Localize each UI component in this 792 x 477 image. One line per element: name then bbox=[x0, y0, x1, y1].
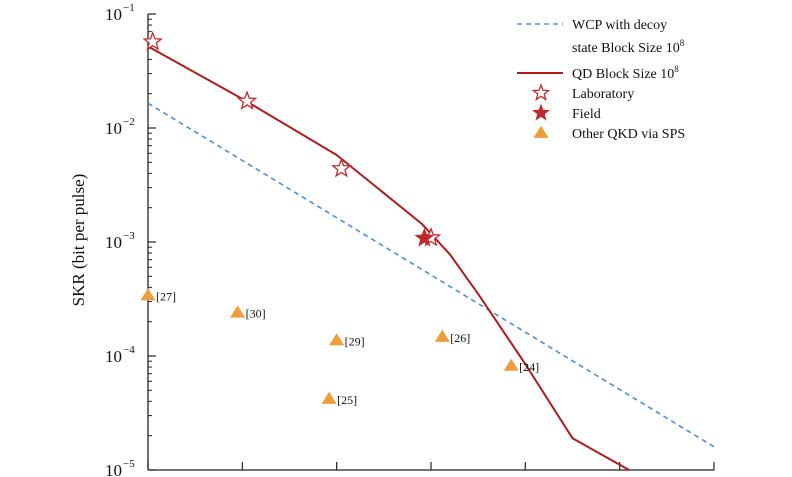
legend-entry-qd: QD Block Size 108 bbox=[517, 64, 679, 82]
point-label: [26] bbox=[450, 331, 470, 345]
y-tick-labels: 10−110−210−310−410−5 bbox=[105, 2, 135, 477]
y-tick-label: 10 −1 bbox=[105, 2, 135, 24]
y-tick-label: 10 −2 bbox=[105, 116, 135, 138]
legend-label-text: Other QKD via SPS bbox=[572, 127, 685, 142]
y-tick-label: 10 −4 bbox=[105, 344, 135, 366]
y-tick-label: 10 −5 bbox=[105, 458, 135, 477]
legend-label: WCP with decoy bbox=[572, 18, 667, 33]
y-tick-base: 10 bbox=[105, 233, 122, 252]
legend-label-text: Field bbox=[572, 107, 601, 122]
legend-swatch bbox=[531, 83, 551, 101]
field-marker bbox=[414, 227, 435, 247]
point-label: [25] bbox=[337, 393, 357, 407]
lab-marker bbox=[142, 30, 164, 51]
legend-swatch bbox=[533, 125, 549, 138]
y-tick-exponent: −4 bbox=[123, 344, 135, 356]
qd-series-line bbox=[147, 45, 630, 471]
y-axis-title: SKR (bit per pulse) bbox=[69, 174, 88, 307]
legend-label: state Block Size 108 bbox=[572, 38, 685, 56]
point-label: [30] bbox=[246, 307, 266, 321]
lab-marker bbox=[236, 90, 258, 110]
other-marker bbox=[329, 333, 345, 346]
legend-label-text: Laboratory bbox=[572, 87, 634, 102]
other-marker bbox=[503, 358, 519, 371]
other-marker bbox=[321, 391, 337, 404]
y-tick-base: 10 bbox=[105, 347, 122, 366]
y-tick-base: 10 bbox=[105, 119, 122, 138]
point-label: [29] bbox=[345, 334, 365, 348]
legend-label: Other QKD via SPS bbox=[572, 127, 685, 142]
lab-marker bbox=[331, 157, 352, 178]
other-marker bbox=[140, 288, 156, 301]
other-marker bbox=[230, 305, 246, 318]
wcp-series-line bbox=[147, 102, 715, 448]
plot-axes bbox=[147, 13, 715, 471]
legend-label: Field bbox=[572, 107, 601, 122]
legend-swatch bbox=[532, 103, 550, 121]
y-tick-base: 10 bbox=[105, 461, 122, 477]
point-labels: [27] [30] [29] [25] [26] [24] bbox=[156, 289, 539, 407]
legend-label-sup: 8 bbox=[680, 38, 685, 48]
y-tick-exponent: −3 bbox=[123, 230, 135, 242]
y-tick-exponent: −5 bbox=[123, 458, 135, 470]
legend-label-text: state Block Size 10 bbox=[572, 41, 680, 56]
legend-label-sup: 8 bbox=[674, 64, 679, 74]
y-tick-label: 10 −3 bbox=[105, 230, 135, 252]
legend-entry-lab: Laboratory bbox=[531, 83, 634, 102]
legend-label: QD Block Size 108 bbox=[572, 64, 679, 82]
y-tick-base: 10 bbox=[105, 5, 122, 24]
legend-entry-field: Field bbox=[532, 103, 601, 122]
point-label: [27] bbox=[156, 289, 176, 303]
legend-label: Laboratory bbox=[572, 87, 634, 102]
point-label: [24] bbox=[519, 360, 539, 374]
y-tick-exponent: −2 bbox=[123, 116, 135, 128]
legend-entry-other: Other QKD via SPS bbox=[533, 125, 685, 142]
legend-label-text: WCP with decoy bbox=[572, 18, 667, 33]
y-tick-exponent: −1 bbox=[123, 2, 135, 14]
plot-series bbox=[140, 30, 715, 471]
legend-label-text: QD Block Size 10 bbox=[572, 67, 674, 82]
other-marker bbox=[434, 329, 450, 342]
legend-entry-wcp: WCP with decoy state Block Size 108 bbox=[517, 18, 685, 56]
